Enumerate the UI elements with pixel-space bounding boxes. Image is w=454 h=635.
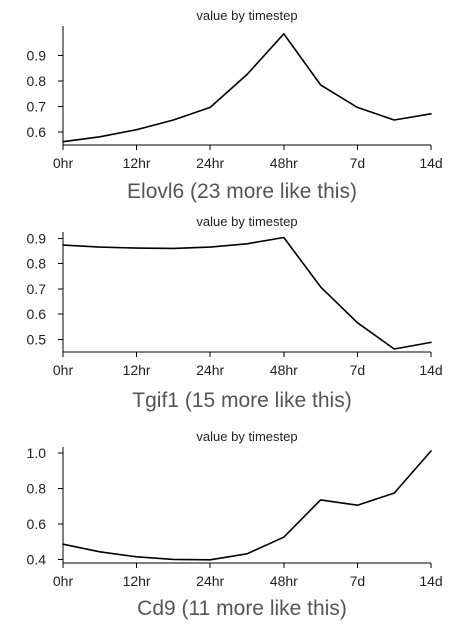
- y-tick-label: 0.8: [27, 480, 47, 496]
- y-tick-label: 0.7: [27, 281, 47, 297]
- x-tick-label: 48hr: [270, 155, 298, 171]
- chart-panel-1: value by timestep 0.6 0.7 0.8 0.9 0hr 12hr 24hr…: [0, 0, 454, 210]
- chart-panel-3: value by timestep 0.4 0.6 0.8 1.0 0hr 12hr 24hr…: [0, 425, 454, 635]
- y-tick-label: 0.8: [27, 256, 47, 272]
- chart-caption: Tgif1 (15 more like this): [132, 389, 351, 412]
- chart-title: value by timestep: [196, 8, 297, 23]
- x-tick-label: 12hr: [123, 573, 151, 589]
- x-tick-label: 0hr: [53, 573, 74, 589]
- chart-title: value by timestep: [196, 429, 297, 444]
- y-tick-label: 1.0: [27, 445, 47, 461]
- x-tick-label: 0hr: [53, 155, 74, 171]
- x-tick-label: 14d: [419, 362, 442, 378]
- y-tick-label: 0.6: [27, 306, 47, 322]
- x-tick-label: 14d: [419, 573, 442, 589]
- x-tick-label: 48hr: [270, 573, 298, 589]
- x-tick-label: 7d: [350, 573, 366, 589]
- y-tick-label: 0.9: [27, 48, 47, 64]
- y-tick-label: 0.4: [27, 551, 47, 567]
- chart-panel-2: value by timestep 0.5 0.6 0.7 0.8 0.9 0hr 12hr 2…: [0, 214, 454, 424]
- line-chart-2: value by timestep 0.5 0.6 0.7 0.8 0.9 0hr 12hr 2…: [0, 214, 454, 424]
- y-tick-label: 0.6: [27, 124, 47, 140]
- x-tick-label: 12hr: [123, 155, 151, 171]
- x-tick-label: 14d: [419, 155, 442, 171]
- x-tick-label: 7d: [350, 155, 366, 171]
- x-tick-label: 24hr: [196, 573, 224, 589]
- x-tick-label: 24hr: [196, 155, 224, 171]
- x-tick-label: 12hr: [123, 362, 151, 378]
- x-tick-label: 48hr: [270, 362, 298, 378]
- y-tick-label: 0.7: [27, 99, 47, 115]
- y-tick-label: 0.6: [27, 516, 47, 532]
- x-tick-label: 7d: [350, 362, 366, 378]
- series-line: [63, 238, 431, 350]
- y-tick-label: 0.8: [27, 73, 47, 89]
- series-line: [63, 451, 431, 560]
- chart-title: value by timestep: [196, 214, 297, 229]
- series-line: [63, 34, 431, 142]
- chart-caption: Elovl6 (23 more like this): [127, 180, 357, 203]
- line-chart-3: value by timestep 0.4 0.6 0.8 1.0 0hr 12hr 24hr…: [0, 425, 454, 630]
- line-chart-1: value by timestep 0.6 0.7 0.8 0.9 0hr 12hr 24hr…: [0, 0, 454, 210]
- x-tick-label: 0hr: [53, 362, 74, 378]
- x-tick-label: 24hr: [196, 362, 224, 378]
- chart-caption: Cd9 (11 more like this): [137, 597, 347, 620]
- y-tick-label: 0.5: [27, 331, 47, 347]
- y-tick-label: 0.9: [27, 231, 47, 247]
